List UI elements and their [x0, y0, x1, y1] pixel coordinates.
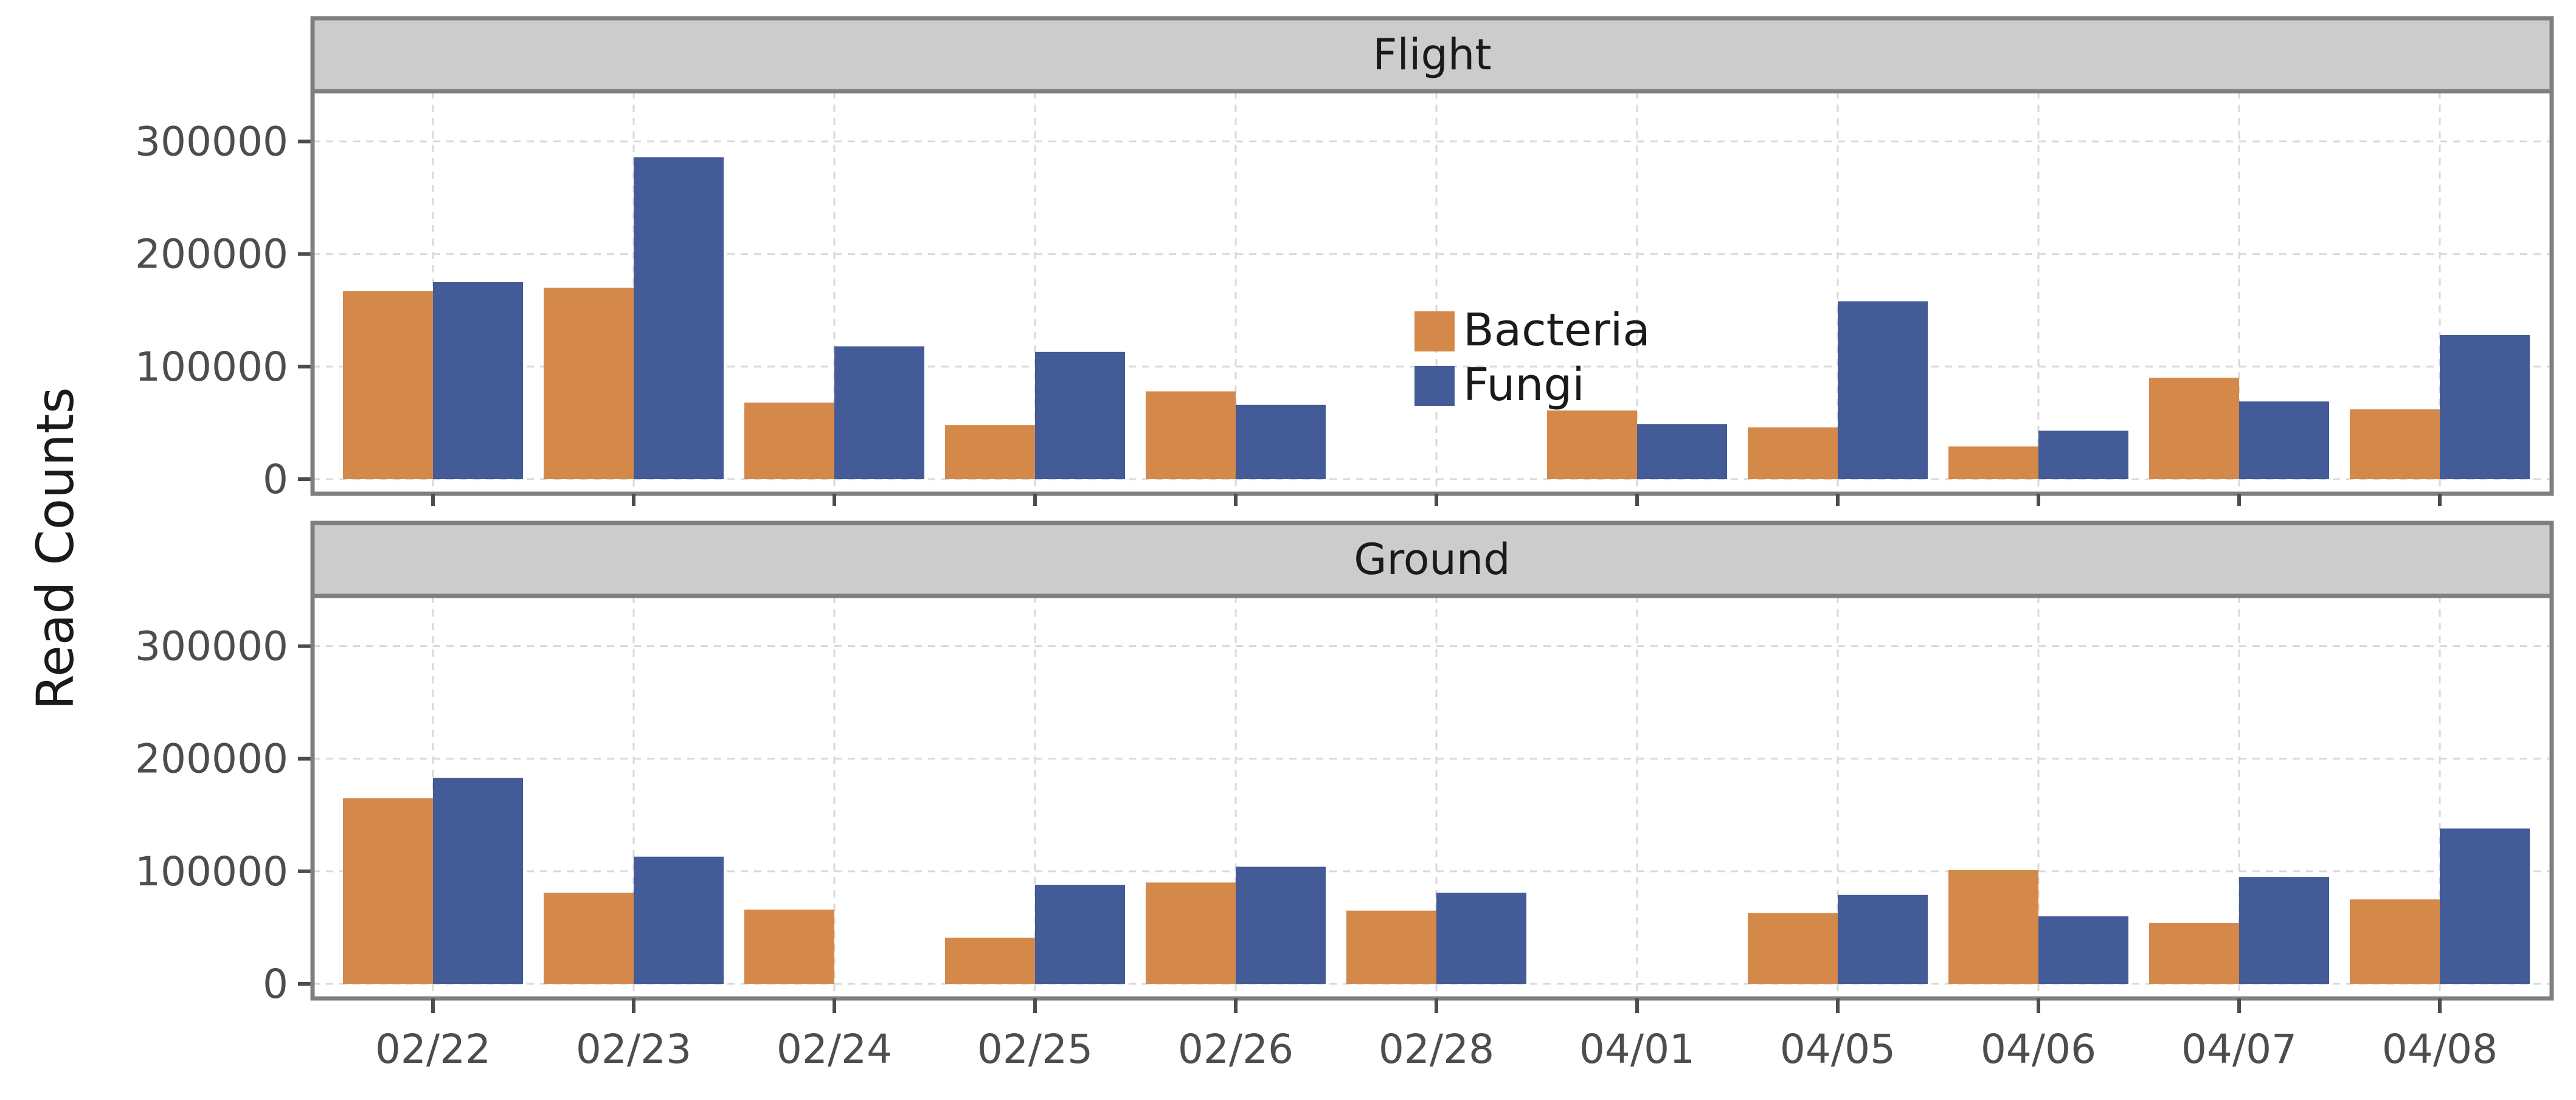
bar-bacteria [2350, 409, 2440, 479]
bar-fungi [2038, 431, 2128, 479]
bar-fungi [2440, 828, 2530, 984]
bar-fungi [1838, 894, 1928, 984]
y-tick-label: 300000 [135, 119, 288, 165]
x-tick-label: 04/08 [2382, 1026, 2498, 1073]
bar-bacteria [343, 798, 433, 984]
bar-bacteria [1146, 882, 1236, 984]
bar-fungi [2239, 877, 2329, 984]
y-tick-label: 200000 [135, 231, 288, 278]
bar-fungi [2440, 335, 2530, 479]
y-tick-label: 100000 [135, 344, 288, 390]
bar-fungi [634, 157, 724, 479]
facet-strip-label: Flight [1373, 30, 1491, 80]
bar-fungi [1035, 885, 1125, 984]
bar-fungi [634, 856, 724, 984]
bar-bacteria [2350, 899, 2440, 984]
facet-strip [310, 16, 2554, 94]
x-tick-label: 04/01 [1579, 1026, 1695, 1073]
bar-fungi [2239, 401, 2329, 479]
panel-border [310, 593, 2554, 1001]
bar-bacteria [1748, 427, 1838, 479]
bar-bacteria [544, 893, 634, 984]
bar-bacteria [945, 938, 1035, 984]
bar-bacteria [544, 288, 634, 479]
bar-fungi [834, 346, 924, 479]
bar-bacteria [1547, 410, 1637, 479]
panel-border [310, 89, 2554, 496]
legend-label-fungi: Fungi [1463, 359, 1585, 411]
bar-fungi [433, 282, 523, 479]
x-tick-label: 02/24 [777, 1026, 892, 1073]
bar-fungi [1436, 893, 1526, 984]
bar-bacteria [744, 909, 834, 984]
bar-fungi [1236, 404, 1326, 479]
bar-bacteria [1948, 446, 2038, 479]
bar-fungi [1236, 867, 1326, 984]
y-tick-label: 0 [263, 961, 288, 1008]
x-tick-label: 02/23 [576, 1026, 691, 1073]
bar-bacteria [2149, 923, 2239, 984]
x-tick-label: 04/06 [1981, 1026, 2096, 1073]
bar-bacteria [1948, 870, 2038, 984]
y-tick-label: 100000 [135, 848, 288, 895]
bar-fungi [1637, 424, 1727, 479]
y-tick-label: 0 [263, 456, 288, 503]
legend-swatch-fungi [1414, 366, 1455, 406]
facet-strip-label: Ground [1354, 534, 1510, 584]
x-tick-label: 02/22 [375, 1026, 491, 1073]
x-tick-label: 02/25 [977, 1026, 1093, 1073]
legend-swatch-bacteria [1414, 311, 1455, 351]
bar-fungi [433, 778, 523, 984]
bar-bacteria [744, 403, 834, 479]
bar-bacteria [1748, 913, 1838, 984]
x-tick-label: 04/07 [2181, 1026, 2297, 1073]
y-tick-label: 200000 [135, 736, 288, 783]
x-tick-label: 04/05 [1780, 1026, 1896, 1073]
bar-bacteria [343, 291, 433, 479]
y-tick-label: 300000 [135, 623, 288, 670]
bar-bacteria [945, 425, 1035, 479]
legend-label-bacteria: Bacteria [1463, 304, 1650, 356]
bar-bacteria [1146, 391, 1236, 479]
bar-bacteria [2149, 378, 2239, 479]
x-tick-label: 02/26 [1178, 1026, 1293, 1073]
bar-fungi [2038, 916, 2128, 984]
bar-fungi [1838, 301, 1928, 479]
y-axis-label: Read Counts [26, 387, 85, 710]
x-tick-label: 02/28 [1379, 1026, 1494, 1073]
facet-strip [310, 521, 2554, 598]
bar-bacteria [1346, 910, 1436, 984]
bar-fungi [1035, 351, 1125, 479]
